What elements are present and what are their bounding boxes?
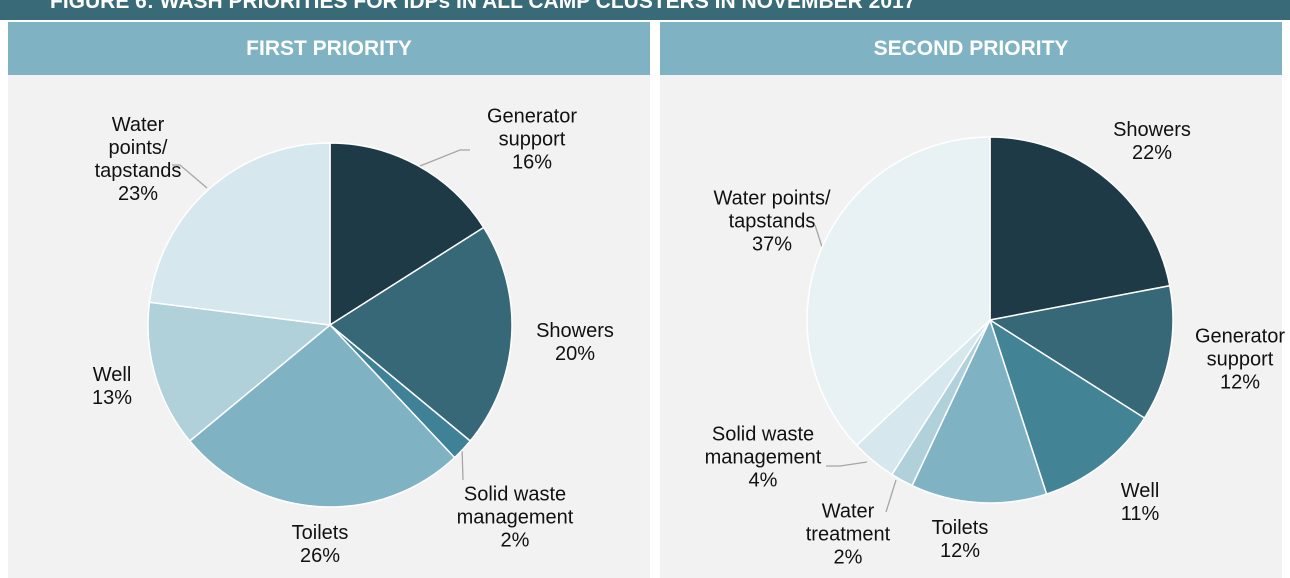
data-label: Well 11% (1085, 480, 1195, 526)
category-label: Well (92, 364, 132, 386)
pie-slice (988, 318, 1146, 495)
value-label: 20% (554, 343, 596, 365)
value-label: 2% (500, 529, 530, 552)
panel-title: FIRST PRIORITY (8, 22, 650, 75)
leader-line (814, 224, 823, 248)
title-bar: FIGURE 6: WASH PRIORITIES FOR IDPs IN AL… (0, 0, 1290, 20)
pie-slice (806, 136, 991, 447)
pie-slice (987, 284, 1174, 420)
leader-line (461, 446, 464, 481)
category-label: Water points/ tapstands (94, 114, 182, 182)
data-label: Water points/ tapstands 23% (83, 114, 193, 206)
category-label: Generator support (486, 105, 578, 151)
data-label: Well 13% (57, 364, 167, 410)
value-label: 11% (1120, 503, 1160, 525)
pie-slice (329, 142, 485, 327)
leader-line (885, 479, 897, 513)
data-label: Toilets 26% (265, 522, 375, 568)
data-label: Solid waste management 2% (435, 484, 595, 553)
pie-slice (148, 142, 331, 326)
value-label: 16% (511, 151, 553, 174)
category-label: Well (1120, 480, 1160, 502)
leader-lines (172, 149, 897, 513)
category-label: Toilets (931, 517, 989, 539)
pie-slice (989, 136, 1171, 321)
category-label: Showers (1113, 119, 1191, 141)
leader-line (172, 164, 208, 189)
category-label: Solid waste management (456, 483, 574, 529)
data-label: Water treatment 2% (793, 501, 903, 570)
data-label: Solid waste management 4% (683, 424, 843, 493)
data-label: Showers 22% (1097, 119, 1207, 165)
leader-line (419, 149, 470, 167)
data-label: Generator support 16% (477, 106, 587, 175)
category-label: Water points/ tapstands (713, 187, 831, 233)
data-label: Toilets 12% (905, 517, 1015, 563)
page-title: FIGURE 6: WASH PRIORITIES FOR IDPs IN AL… (50, 0, 916, 13)
category-label: Solid waste management (704, 423, 822, 469)
category-label: Showers (536, 320, 614, 342)
category-label: Generator support (1194, 325, 1286, 371)
value-label: 2% (833, 546, 863, 569)
pie-slice (147, 301, 332, 443)
pie-slice (188, 323, 456, 508)
pie-slice (328, 226, 513, 443)
data-label: Generator support 12% (1185, 326, 1290, 395)
value-label: 12% (1219, 371, 1261, 394)
value-label: 26% (299, 545, 341, 567)
data-label: Showers 20% (520, 320, 630, 366)
leader-line (826, 461, 868, 467)
value-label: 12% (939, 540, 981, 562)
value-label: 22% (1131, 142, 1173, 164)
category-label: Water treatment (805, 500, 891, 546)
pie-slice (911, 317, 1048, 504)
panel-title: SECOND PRIORITY (660, 22, 1282, 75)
data-label: Water points/ tapstands 37% (687, 188, 857, 257)
value-label: 23% (117, 183, 159, 205)
value-label: 37% (751, 233, 793, 256)
value-label: 4% (748, 469, 778, 492)
value-label: 13% (91, 387, 133, 409)
category-label: Toilets (291, 522, 349, 544)
